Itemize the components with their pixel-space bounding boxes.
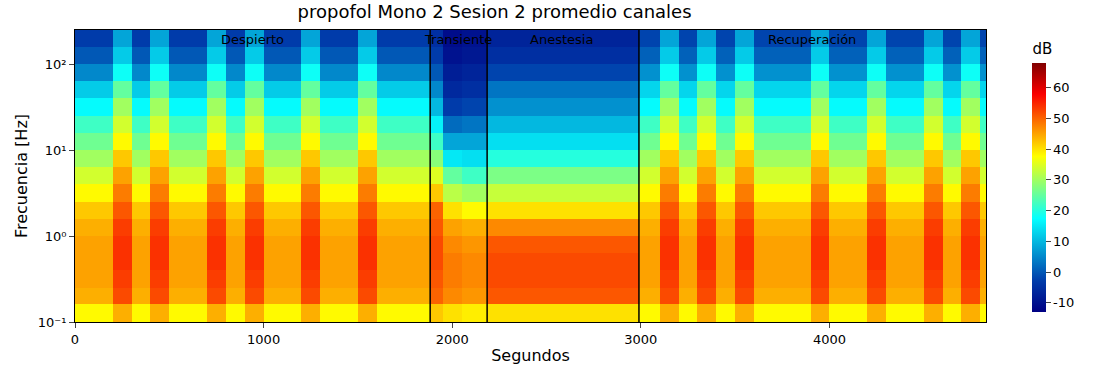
svg-text:50: 50 — [1053, 111, 1070, 126]
svg-text:Frecuencia [Hz]: Frecuencia [Hz] — [12, 114, 31, 238]
svg-text:Anestesia: Anestesia — [530, 32, 593, 47]
svg-text:2000: 2000 — [436, 332, 469, 347]
svg-text:10¹: 10¹ — [45, 143, 67, 158]
svg-text:Segundos: Segundos — [491, 346, 570, 365]
svg-text:30: 30 — [1053, 172, 1070, 187]
svg-text:1000: 1000 — [247, 332, 280, 347]
svg-text:Transiente: Transiente — [424, 32, 492, 47]
svg-text:Despierto: Despierto — [221, 32, 284, 47]
svg-text:dB: dB — [1032, 40, 1052, 58]
svg-text:10: 10 — [1053, 234, 1070, 249]
svg-text:20: 20 — [1053, 203, 1070, 218]
svg-text:-10: -10 — [1053, 295, 1074, 310]
svg-text:3000: 3000 — [624, 332, 657, 347]
svg-text:0: 0 — [1053, 265, 1061, 280]
svg-text:Recuperación: Recuperación — [768, 32, 856, 47]
svg-text:0: 0 — [71, 332, 79, 347]
svg-text:40: 40 — [1053, 142, 1070, 157]
svg-text:4000: 4000 — [813, 332, 846, 347]
svg-text:10⁻¹: 10⁻¹ — [38, 315, 67, 330]
svg-text:10²: 10² — [45, 57, 67, 72]
svg-text:60: 60 — [1053, 80, 1070, 95]
svg-text:10⁰: 10⁰ — [45, 229, 67, 244]
svg-text:propofol Mono 2 Sesion 2 prome: propofol Mono 2 Sesion 2 promedio canale… — [298, 1, 692, 22]
